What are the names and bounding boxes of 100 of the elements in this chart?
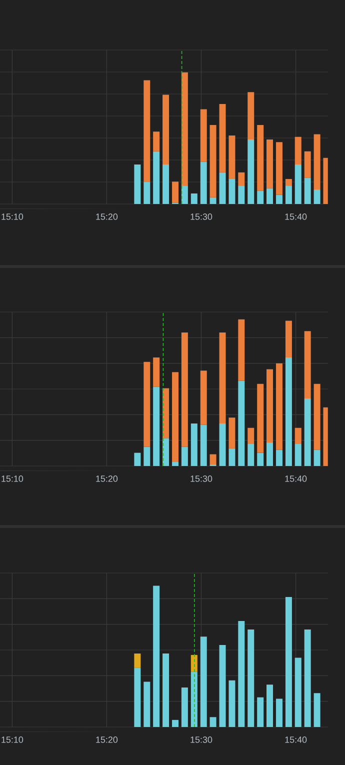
bar [294, 136, 302, 165]
bar [238, 380, 245, 466]
bar [294, 444, 302, 466]
bar [219, 423, 226, 466]
bar [238, 621, 245, 727]
bar [304, 331, 311, 399]
bar [172, 462, 179, 466]
bar [181, 446, 188, 466]
bar [257, 452, 264, 466]
bar [248, 139, 254, 204]
bar [190, 193, 198, 204]
bar [162, 94, 170, 165]
bar [304, 178, 311, 204]
bar [162, 438, 170, 466]
bar [181, 332, 188, 447]
bar [228, 680, 236, 727]
bar [153, 132, 160, 152]
bar [257, 190, 264, 204]
bar [172, 182, 179, 203]
x-tick-label: 15:20 [96, 736, 118, 743]
bar [144, 182, 150, 204]
bar [200, 370, 207, 425]
bar [276, 698, 282, 727]
bar [228, 136, 236, 179]
x-tick-label: 15:40 [285, 736, 307, 743]
bar [228, 448, 236, 466]
bar [238, 186, 245, 204]
bar [200, 162, 207, 204]
bar [276, 194, 282, 204]
bar [285, 178, 292, 186]
bar [294, 164, 302, 204]
bar [257, 384, 264, 453]
bar [153, 586, 160, 727]
bar [304, 398, 311, 466]
bar [266, 369, 274, 443]
bar [257, 697, 264, 727]
bar [257, 125, 264, 191]
bar [200, 424, 207, 466]
bar [200, 109, 207, 162]
bar [266, 684, 274, 727]
bar [162, 654, 170, 727]
bar [162, 164, 170, 204]
bar [314, 190, 320, 204]
bar [162, 388, 170, 438]
x-tick-label: 15:10 [2, 214, 24, 220]
bar [181, 186, 188, 204]
bar [210, 197, 216, 204]
bar [238, 319, 245, 381]
bar [248, 92, 254, 140]
bar [219, 332, 226, 424]
bar [190, 423, 198, 466]
bar [285, 320, 292, 358]
bar [219, 645, 226, 727]
bar [172, 372, 179, 462]
bar [266, 139, 274, 188]
bar [314, 450, 320, 466]
bar [144, 682, 150, 727]
bar [266, 188, 274, 204]
x-tick-label: 15:10 [2, 476, 24, 482]
x-tick-label: 15:40 [285, 476, 307, 482]
bar [219, 104, 226, 172]
bar [219, 172, 226, 204]
bar [144, 80, 150, 182]
bar [190, 672, 198, 727]
bar [200, 636, 207, 727]
bar [190, 654, 198, 672]
bar [276, 450, 282, 466]
bar [266, 442, 274, 466]
x-tick-label: 15:40 [285, 214, 307, 220]
bar [276, 142, 282, 195]
bar [304, 151, 311, 178]
bar [181, 72, 188, 186]
bar [228, 418, 236, 448]
bar [134, 452, 141, 466]
bar [285, 357, 292, 466]
bar [248, 444, 254, 466]
bar [314, 693, 320, 727]
bar [304, 630, 311, 727]
x-tick-label: 15:30 [190, 736, 212, 743]
bar [285, 597, 292, 727]
bar [285, 186, 292, 204]
bar [144, 446, 150, 466]
bar [294, 428, 302, 444]
bar [238, 172, 245, 186]
bar [276, 363, 282, 450]
bar [248, 630, 254, 727]
bar [248, 428, 254, 444]
bar [144, 362, 150, 447]
bar [153, 386, 160, 466]
x-tick-label: 15:20 [96, 476, 118, 482]
x-tick-label: 15:30 [190, 476, 212, 482]
bar [134, 654, 141, 668]
bar [210, 454, 216, 465]
bar [210, 717, 216, 727]
bar [134, 668, 141, 727]
x-tick-label: 15:20 [96, 214, 118, 220]
bar [153, 357, 160, 387]
bar [153, 151, 160, 204]
bar [181, 687, 188, 727]
bar [314, 384, 320, 450]
